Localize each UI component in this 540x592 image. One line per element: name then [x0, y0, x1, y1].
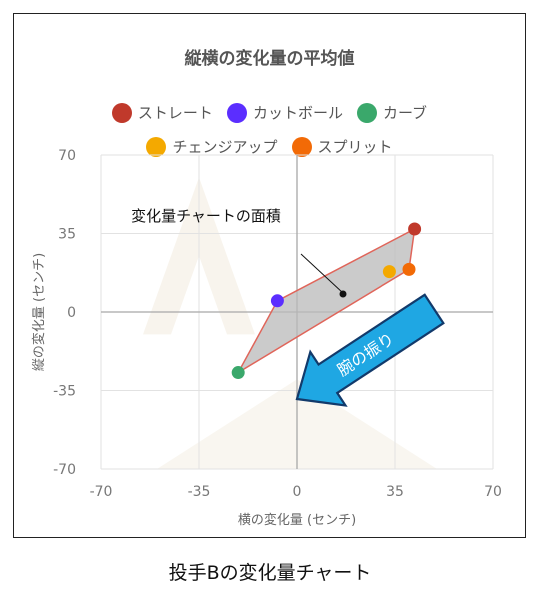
legend-row-1: ストレート カットボール カーブ [14, 102, 525, 123]
legend-item-changeup[interactable]: チェンジアップ [146, 136, 278, 157]
y-tick-label: -35 [53, 384, 76, 400]
legend-swatch [356, 102, 377, 123]
data-point [270, 294, 284, 308]
data-point [382, 265, 396, 279]
y-tick-label: -70 [53, 462, 76, 478]
legend-item-cutball[interactable]: カットボール [226, 102, 343, 123]
annotation-dot [339, 290, 347, 298]
legend-label: カーブ [382, 104, 428, 122]
legend-label: カットボール [252, 104, 343, 122]
legend-swatch [146, 136, 167, 157]
area-annotation: 変化量チャートの面積 [131, 207, 281, 225]
chart-frame: 縦横の変化量の平均値 ストレート カットボール カーブ チェンジアップ スプリッ… [13, 13, 526, 538]
y-tick-label: 35 [58, 227, 76, 243]
legend-label: ストレート [137, 104, 213, 122]
plot-area: -70 -35 0 35 70 70 35 0 -35 -70 横の変化量 (センチ) 縦の変化量 (… [31, 148, 502, 528]
y-tick-label: 70 [58, 148, 76, 164]
data-point [402, 262, 416, 276]
legend-item-straight[interactable]: ストレート [111, 102, 213, 123]
y-tick-label: 0 [67, 305, 76, 321]
figure-caption: 投手Bの変化量チャート [168, 562, 372, 584]
x-tick-label: 35 [386, 484, 404, 500]
legend-label: チェンジアップ [172, 138, 278, 156]
x-tick-label: -35 [188, 484, 211, 500]
legend-swatch [226, 102, 247, 123]
x-axis-label: 横の変化量 (センチ) [238, 512, 356, 528]
legend-label: スプリット [317, 138, 393, 156]
arrow-shape [295, 293, 445, 407]
data-point [231, 366, 245, 380]
x-tick-label: 0 [293, 484, 302, 500]
legend-swatch [291, 136, 312, 157]
x-tick-label: 70 [484, 484, 502, 500]
x-tick-label: -70 [90, 484, 113, 500]
annotation-pointer [300, 253, 344, 294]
chart-title: 縦横の変化量の平均値 [184, 49, 355, 69]
y-axis-label: 縦の変化量 (センチ) [31, 253, 47, 371]
legend-item-curve[interactable]: カーブ [356, 102, 428, 123]
legend-swatch [111, 102, 132, 123]
data-point [408, 222, 422, 236]
legend-row-2: チェンジアップ スプリット [14, 136, 525, 157]
legend-item-split[interactable]: スプリット [291, 136, 393, 157]
